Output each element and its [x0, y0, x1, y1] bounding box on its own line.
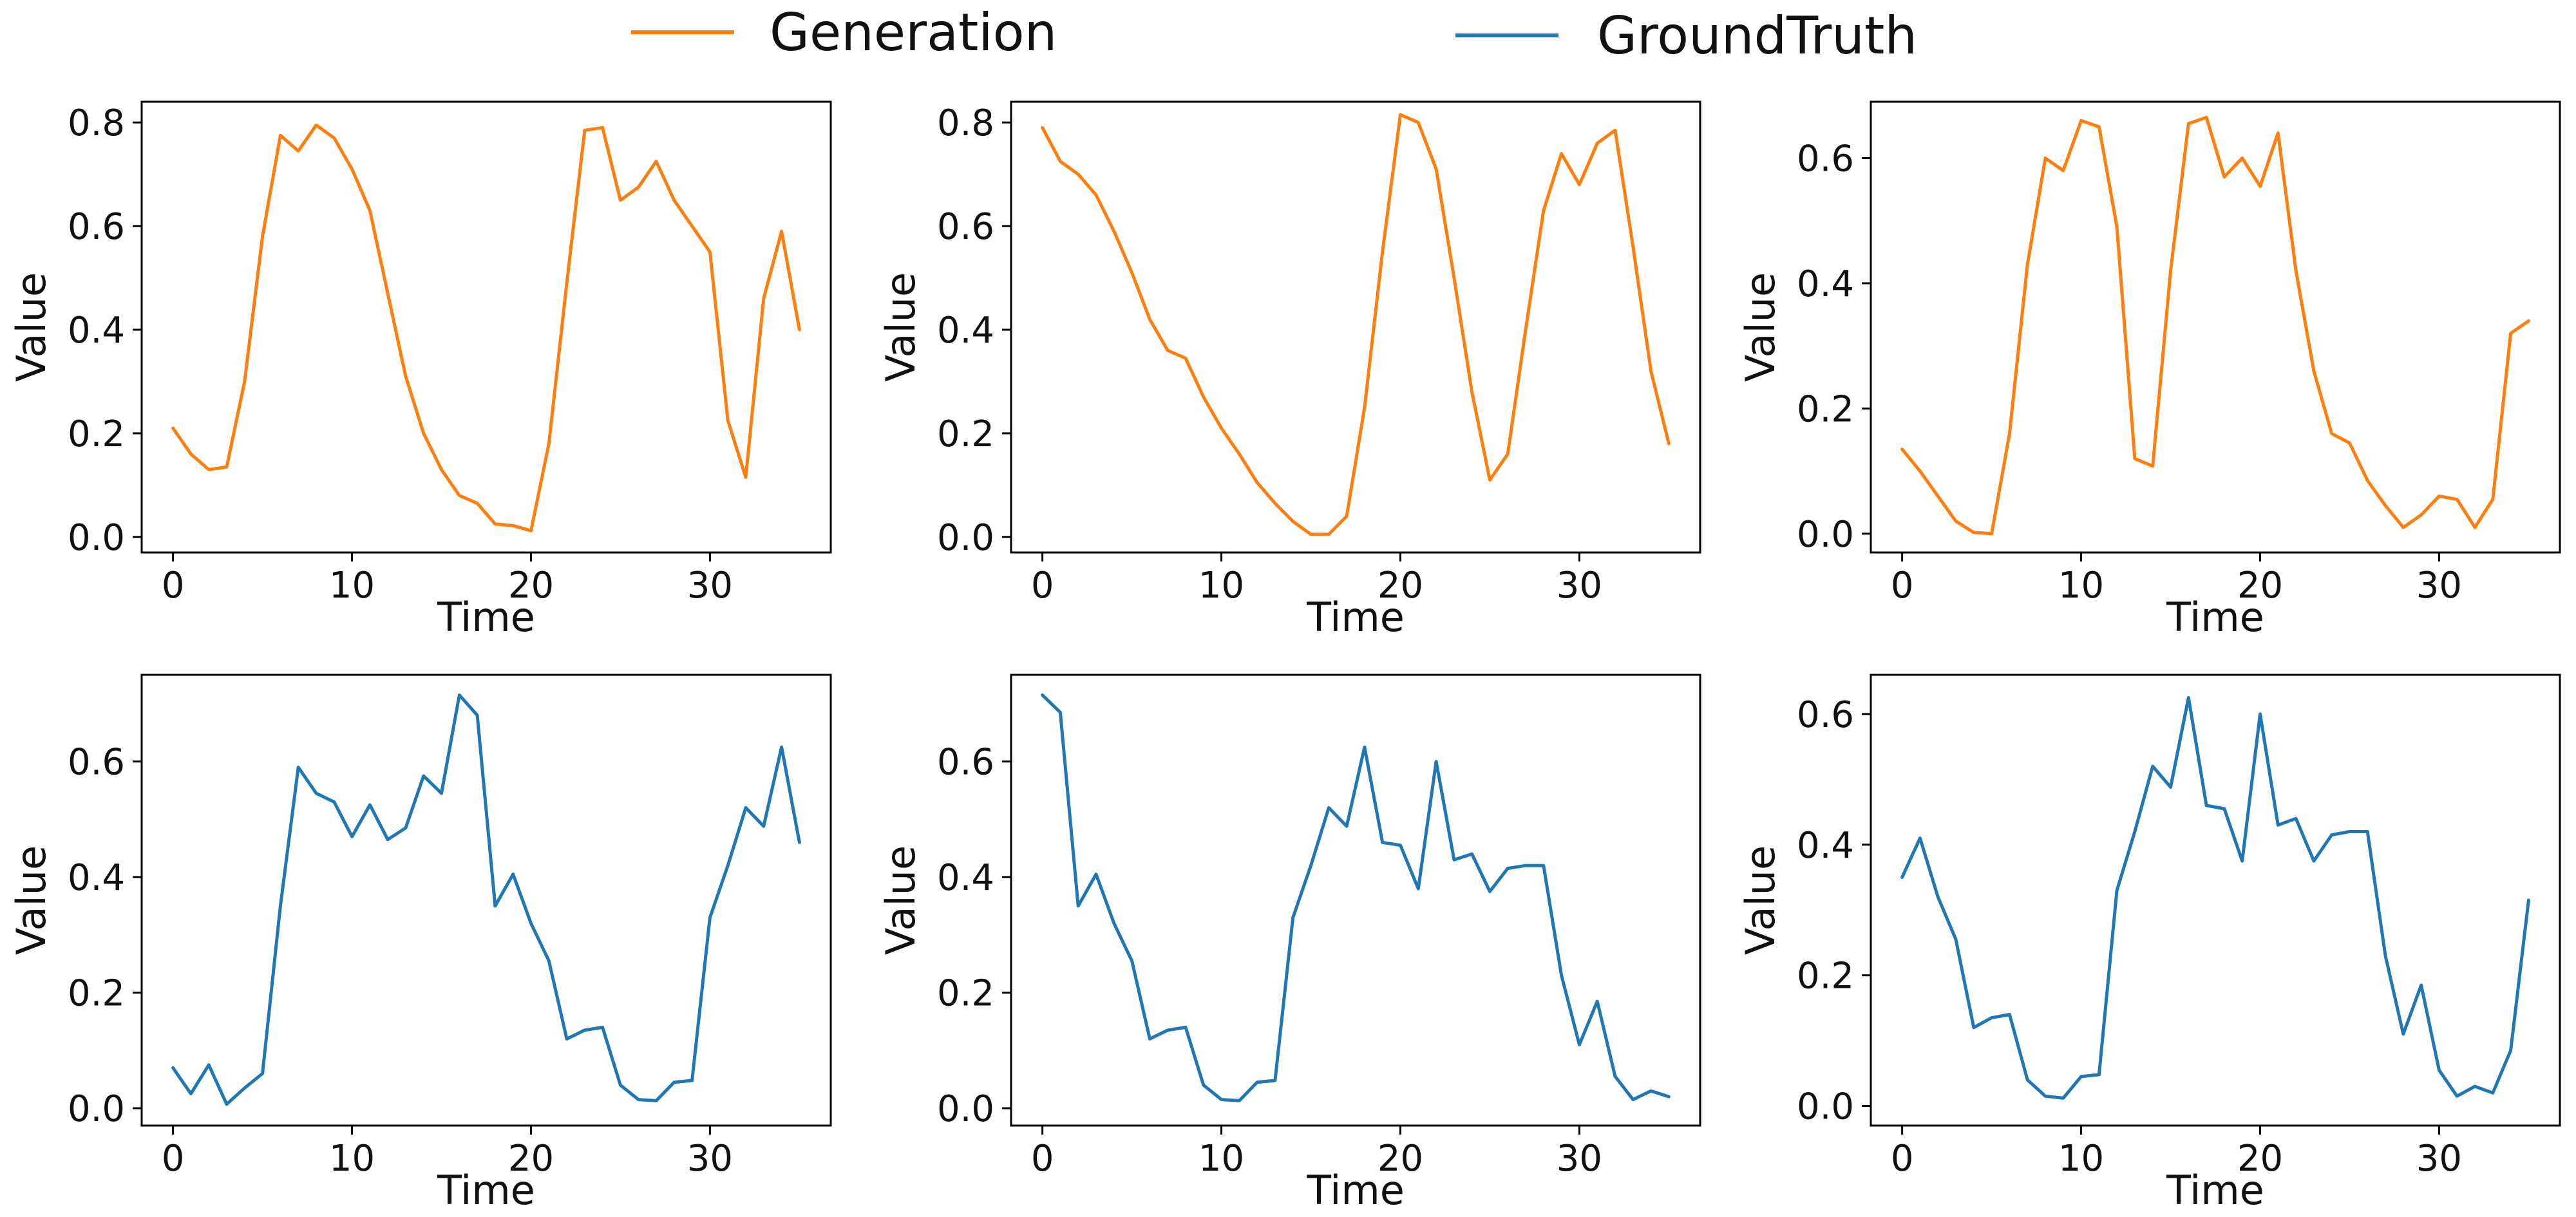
y-axis-label: Value	[877, 272, 924, 382]
legend-groundtruth-label: GroundTruth	[1597, 6, 1917, 66]
y-tick-label: 0.2	[937, 973, 994, 1015]
y-tick-label: 0.0	[937, 517, 994, 559]
series-line-groundtruth	[1041, 693, 1671, 1102]
y-tick-label: 0.8	[937, 102, 994, 144]
x-tick-label: 0	[162, 1138, 185, 1180]
y-tick-label: 0.2	[68, 413, 125, 455]
y-tick-label: 0.8	[68, 102, 125, 144]
x-tick-label: 30	[1557, 565, 1602, 607]
x-tick-label: 20	[508, 565, 554, 607]
x-axis-label: Time	[437, 594, 535, 641]
x-tick-label: 30	[687, 1138, 733, 1180]
y-tick-label: 0.2	[68, 973, 125, 1015]
x-tick-label: 0	[1891, 1138, 1914, 1180]
x-tick-label: 20	[2237, 565, 2283, 607]
y-tick-label: 0.2	[937, 413, 994, 455]
x-tick-label: 10	[2058, 1138, 2104, 1180]
plot-frame	[1870, 100, 2561, 554]
plot-frame	[1870, 674, 2561, 1127]
y-tick-label: 0.0	[937, 1088, 994, 1130]
y-tick-label: 0.2	[1797, 388, 1854, 430]
subplot-1: 0 10 20 30 0.0 0.2 0.4 0.6 0.8 Time Value	[8, 100, 832, 641]
subplot-6: 0 10 20 30 0.0 0.2 0.4 0.6 Time Value	[1737, 674, 2561, 1214]
x-axis-label: Time	[2166, 1167, 2264, 1214]
y-tick-label: 0.6	[68, 206, 125, 248]
plot-frame	[1010, 100, 1701, 554]
x-tick-label: 0	[1031, 1138, 1054, 1180]
subplot-5: 0 10 20 30 0.0 0.2 0.4 0.6 Time Value	[877, 674, 1701, 1214]
x-tick-label: 30	[2416, 1138, 2462, 1180]
y-tick-label: 0.0	[68, 517, 125, 559]
legend-generation-label: Generation	[770, 3, 1057, 62]
y-tick-label: 0.4	[1797, 263, 1854, 305]
subplot-2: 0 10 20 30 0.0 0.2 0.4 0.6 0.8 Time Value	[877, 100, 1701, 641]
subplot-4: 0 10 20 30 0.0 0.2 0.4 0.6 Time Value	[8, 674, 832, 1214]
y-tick-label: 0.6	[937, 206, 994, 248]
y-axis-label: Value	[1737, 272, 1784, 382]
y-axis-label: Value	[8, 272, 55, 382]
y-tick-label: 0.4	[68, 310, 125, 352]
x-tick-label: 10	[329, 565, 375, 607]
x-tick-label: 10	[1198, 565, 1244, 607]
x-tick-label: 20	[1378, 565, 1423, 607]
x-tick-label: 20	[1378, 1138, 1423, 1180]
x-tick-label: 10	[1198, 1138, 1244, 1180]
subplot-3: 0 10 20 30 0.0 0.2 0.4 0.6 Time Value	[1737, 100, 2561, 641]
series-line-generation	[1900, 115, 2530, 536]
y-tick-label: 0.0	[68, 1088, 125, 1130]
plot-frame	[140, 674, 832, 1127]
y-tick-label: 0.6	[1797, 138, 1854, 180]
y-tick-label: 0.2	[1797, 956, 1854, 997]
x-tick-label: 20	[2237, 1138, 2283, 1180]
plot-frame	[1010, 674, 1701, 1127]
x-tick-label: 30	[2416, 565, 2462, 607]
x-tick-label: 10	[329, 1138, 375, 1180]
y-tick-label: 0.0	[1797, 514, 1854, 556]
x-tick-label: 0	[162, 565, 185, 607]
x-tick-label: 10	[2058, 565, 2104, 607]
x-tick-label: 20	[508, 1138, 554, 1180]
x-axis-label: Time	[437, 1167, 535, 1214]
x-axis-label: Time	[1306, 1167, 1405, 1214]
y-tick-label: 0.6	[68, 742, 125, 784]
series-line-generation	[1041, 113, 1671, 536]
y-axis-label: Value	[877, 845, 924, 955]
legend: Generation GroundTruth	[631, 3, 1917, 66]
subplot-grid: 0 10 20 30 0.0 0.2 0.4 0.6 0.8 Time Value 0 10 20 30 0.…	[8, 100, 2561, 1214]
plot-frame	[140, 100, 832, 554]
y-axis-label: Value	[1737, 845, 1784, 955]
x-tick-label: 0	[1031, 565, 1054, 607]
series-line-groundtruth	[171, 693, 801, 1106]
x-tick-label: 30	[1557, 1138, 1602, 1180]
x-axis-label: Time	[1306, 594, 1405, 641]
y-tick-label: 0.4	[937, 310, 994, 352]
x-tick-label: 30	[687, 565, 733, 607]
y-axis-label: Value	[8, 845, 55, 955]
y-tick-label: 0.6	[937, 742, 994, 784]
y-tick-label: 0.4	[1797, 825, 1854, 867]
y-tick-label: 0.0	[1797, 1086, 1854, 1128]
y-tick-label: 0.4	[937, 857, 994, 899]
y-tick-label: 0.4	[68, 857, 125, 899]
series-line-groundtruth	[1900, 696, 2530, 1100]
y-tick-label: 0.6	[1797, 694, 1854, 736]
x-tick-label: 0	[1891, 565, 1914, 607]
x-axis-label: Time	[2166, 594, 2264, 641]
series-line-generation	[171, 123, 801, 533]
